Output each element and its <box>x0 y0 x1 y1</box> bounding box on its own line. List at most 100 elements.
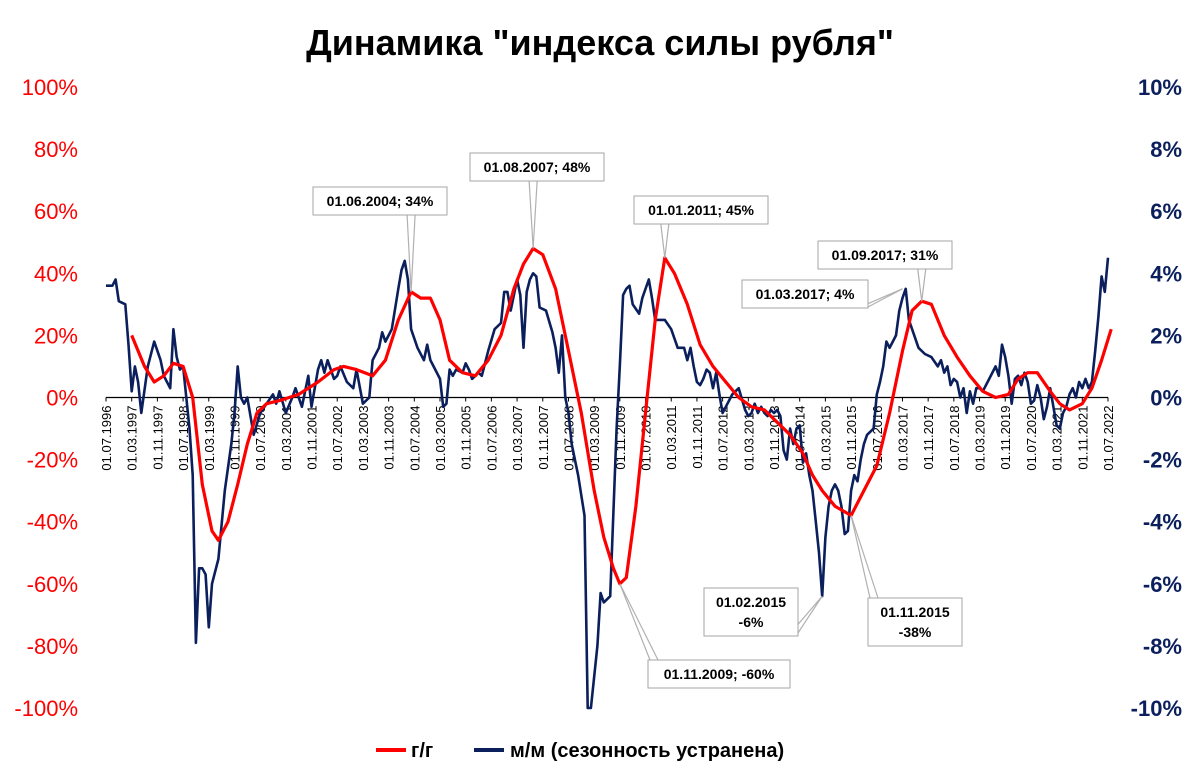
annotation-box <box>633 195 769 225</box>
annotation-box <box>703 587 799 637</box>
annotation-leader <box>917 268 923 302</box>
right-y-axis: 10% 8% 6% 4% 2% 0% -2% -4% -6% -8% -10% <box>1131 75 1182 721</box>
y-left-tick-label: 0% <box>46 386 78 411</box>
x-tick-label: 01.03.2011 <box>664 406 679 470</box>
y-right-tick-label: 10% <box>1138 75 1182 100</box>
y-left-tick-label: -40% <box>27 510 78 535</box>
annotation-leader <box>865 288 903 309</box>
annotation-leader <box>410 214 416 292</box>
annotation-label-line: 01.02.2015 <box>716 594 786 610</box>
annotation-leader <box>619 583 659 661</box>
x-tick-label: 01.03.1999 <box>202 406 217 471</box>
annotation-label: 01.01.2011; 45% <box>648 202 754 218</box>
x-tick-label: 01.03.2013 <box>741 406 756 471</box>
annotation-label: 01.02.2015 -6% <box>716 594 786 630</box>
y-right-tick-label: 0% <box>1150 386 1182 411</box>
x-tick-label: 01.11.2021 <box>1075 406 1090 470</box>
annotation-leader <box>795 595 823 637</box>
x-tick-label: 01.11.1997 <box>150 406 165 470</box>
series-layer <box>106 246 1113 710</box>
x-tick-label: 01.07.2020 <box>1024 406 1039 471</box>
x-tick-label: 01.07.2002 <box>330 406 345 471</box>
x-tick-label: 01.07.2004 <box>407 406 422 471</box>
annotation-label: 01.11.2015 -38% <box>880 604 950 640</box>
annotation-label-line: -38% <box>899 624 932 640</box>
y-right-tick-label: -8% <box>1143 634 1182 659</box>
chart-title: Динамика "индекса силы рубля" <box>306 22 894 63</box>
y-right-tick-label: 4% <box>1150 261 1182 286</box>
x-tick-label: 01.11.2015 <box>844 406 859 470</box>
annotation-label-line: 01.03.2017; 4% <box>756 286 855 302</box>
annotation-box <box>867 597 963 647</box>
left-y-axis: 100% 80% 60% 40% 20% 0% -20% -40% -60% -80% -100% <box>14 75 78 721</box>
x-tick-label: 01.03.2017 <box>895 406 910 471</box>
x-tick-label: 01.11.2011 <box>690 406 705 469</box>
y-left-tick-label: -20% <box>27 448 78 473</box>
series-line-mm <box>106 257 1110 710</box>
annotation-label-line: 01.11.2015 <box>880 604 950 620</box>
annotation-leader <box>532 180 538 249</box>
legend-label-yy: г/г <box>411 740 433 762</box>
annotation-label: 01.09.2017; 31% <box>832 247 939 263</box>
annotation-label: 01.06.2004; 34% <box>327 193 434 209</box>
y-right-tick-label: -6% <box>1143 572 1182 597</box>
y-left-tick-label: -100% <box>14 696 78 721</box>
annotation-label-line: 01.06.2004; 34% <box>327 193 434 209</box>
x-tick-label: 01.03.1997 <box>125 406 140 471</box>
annotation-box <box>647 659 791 689</box>
x-tick-label: 01.11.2003 <box>382 406 397 470</box>
annotation-leader <box>850 515 879 599</box>
annotation-box <box>312 186 448 216</box>
y-right-tick-label: 6% <box>1150 199 1182 224</box>
y-left-tick-label: -80% <box>27 634 78 659</box>
x-tick-label: 01.07.2022 <box>1101 406 1116 471</box>
annotation-label: 01.03.2017; 4% <box>756 286 855 302</box>
y-right-tick-label: 2% <box>1150 323 1182 348</box>
x-tick-label: 01.07.1996 <box>99 406 114 471</box>
legend: г/г м/м (сезонность устранена) <box>376 740 784 762</box>
annotation-leader <box>528 180 534 249</box>
y-right-tick-label: -10% <box>1131 696 1182 721</box>
x-tick-label: 01.11.2005 <box>459 406 474 470</box>
y-left-tick-label: 40% <box>34 261 78 286</box>
y-right-tick-label: -4% <box>1143 510 1182 535</box>
annotation-box <box>469 152 605 182</box>
y-left-tick-label: 60% <box>34 199 78 224</box>
annotation-leader <box>921 268 927 302</box>
annotation-label-line: 01.09.2017; 31% <box>832 247 939 263</box>
annotation-leader <box>406 214 412 292</box>
y-left-tick-label: -60% <box>27 572 78 597</box>
annotation-leader <box>664 223 670 258</box>
x-tick-label: 01.03.2015 <box>818 406 833 471</box>
annotation-leader <box>850 515 871 599</box>
annotation-label-line: 01.01.2011; 45% <box>648 202 754 218</box>
y-right-tick-label: -2% <box>1143 448 1182 473</box>
legend-label-mm: м/м (сезонность устранена) <box>510 740 784 762</box>
annotation-label: 01.11.2009; -60% <box>664 666 775 682</box>
x-tick-label: 01.03.2007 <box>510 406 525 471</box>
x-tick-label: 01.03.2001 <box>279 406 294 471</box>
y-left-tick-label: 20% <box>34 323 78 348</box>
x-tick-label: 01.07.2006 <box>484 406 499 471</box>
x-tick-label: 01.11.2017 <box>921 406 936 470</box>
annotation-label-line: 01.08.2007; 48% <box>484 159 591 175</box>
x-tick-label: 01.03.2003 <box>356 406 371 471</box>
x-tick-label: 01.03.2009 <box>587 406 602 471</box>
annotation-box <box>817 240 953 270</box>
x-tick-label: 01.03.2005 <box>433 406 448 471</box>
x-tick-label: 01.11.2007 <box>536 406 551 470</box>
annotation-leader <box>619 583 651 661</box>
annotation-label-line: -6% <box>739 614 764 630</box>
annotation-box <box>741 279 869 309</box>
annotation-leader <box>660 223 666 258</box>
x-tick-label: 01.07.1998 <box>176 406 191 471</box>
x-tick-label: 01.03.2019 <box>973 406 988 471</box>
y-right-tick-label: 8% <box>1150 137 1182 162</box>
annotation-layer: 01.06.2004; 34% 01.08.2007; 48% 01.01.2011… <box>312 152 963 689</box>
series-line-yy <box>130 246 1113 586</box>
x-tick-label: 01.07.2012 <box>716 406 731 471</box>
annotation-label-line: 01.11.2009; -60% <box>664 666 775 682</box>
y-left-tick-label: 100% <box>22 75 78 100</box>
